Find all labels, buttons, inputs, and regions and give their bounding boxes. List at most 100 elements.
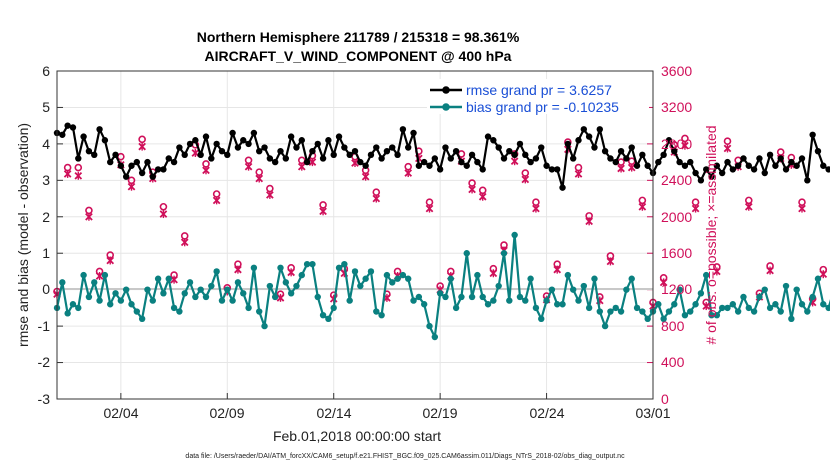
bias-point: [692, 301, 699, 308]
bias-point: [277, 264, 284, 271]
bias-point: [734, 308, 742, 315]
obs-possible-point: [681, 134, 689, 143]
rmse-point: [511, 151, 518, 159]
x-axis-label: Feb.01,2018 00:00:00 start: [273, 428, 441, 444]
bias-point: [218, 297, 226, 304]
rmse-point: [490, 137, 497, 144]
obs-assimilated-point: [276, 293, 285, 302]
bias-point: [766, 304, 774, 312]
rmse-point: [436, 166, 444, 173]
data-file-footer: data file: /Users/raeder/DAI/ATM_forcXX/…: [185, 453, 625, 460]
bias-point: [149, 297, 156, 304]
obs-assimilated-point: [585, 217, 593, 226]
bias-point: [112, 290, 119, 297]
obs-assimilated-point: [159, 210, 168, 219]
obs-assimilated-point: [606, 257, 615, 266]
bias-point: [330, 304, 337, 312]
rmse-point: [500, 155, 508, 162]
bias-point: [309, 260, 316, 268]
rmse-point: [538, 144, 545, 151]
bias-point: [788, 315, 795, 323]
rmse-point: [234, 144, 242, 151]
obs-assimilated-point: [308, 158, 317, 167]
bias-point: [176, 308, 183, 315]
rmse-point: [575, 137, 582, 144]
rmse-point: [431, 155, 439, 162]
rmse-point: [671, 147, 678, 155]
rmse-point: [772, 162, 779, 169]
rmse-point: [91, 151, 98, 159]
rmse-point: [798, 155, 806, 162]
bias-point: [596, 308, 603, 315]
rmse-point: [309, 147, 316, 155]
rmse-point: [245, 140, 252, 148]
rmse-point: [676, 158, 683, 166]
rmse-point: [341, 144, 348, 151]
rmse-point: [591, 144, 598, 151]
bias-point: [170, 304, 178, 312]
obs-assimilated-point: [212, 196, 221, 205]
obs-assimilated-point: [297, 162, 306, 171]
rmse-point: [804, 177, 811, 184]
rmse-point: [825, 166, 830, 173]
obs-assimilated-point: [617, 164, 625, 173]
rmse-point: [756, 155, 763, 162]
ytick-right-label: 3600: [661, 63, 692, 79]
obs-assimilated-point: [521, 175, 530, 184]
bias-point: [208, 282, 215, 290]
bias-point: [383, 271, 391, 279]
rmse-point: [420, 158, 428, 166]
bias-point: [516, 293, 524, 301]
obs-assimilated-point: [532, 204, 540, 213]
rmse-point: [766, 151, 774, 159]
xtick-label: 02/09: [209, 405, 244, 421]
bias-point: [761, 286, 768, 293]
obs-assimilated-point: [287, 268, 295, 277]
plot-area: [57, 71, 653, 399]
bias-line: [55, 233, 830, 339]
rmse-point: [218, 147, 226, 155]
bias-point: [463, 250, 470, 257]
bias-point: [676, 286, 683, 293]
rmse-point: [69, 124, 77, 131]
rmse-point: [793, 162, 800, 169]
rmse-point: [229, 129, 236, 137]
rmse-point: [740, 155, 747, 162]
bias-point: [820, 301, 827, 308]
obs-assimilated-point: [319, 207, 327, 216]
obs-assimilated-point: [468, 185, 476, 194]
xtick-label: 03/01: [635, 405, 670, 421]
rmse-point: [186, 140, 194, 148]
bias-point: [213, 268, 220, 275]
bias-point: [405, 275, 412, 282]
bias-point: [117, 297, 125, 304]
ytick-right-label: 0: [661, 391, 669, 407]
rmse-point: [559, 184, 566, 191]
rmse-point: [788, 158, 795, 166]
bias-point: [772, 301, 779, 308]
bias-point: [107, 301, 114, 308]
ytick-right-label: 400: [661, 354, 685, 370]
chart-title: Northern Hemisphere 211789 / 215318 = 98…: [197, 29, 520, 45]
obs-possible-point: [723, 137, 732, 145]
bias-point: [479, 293, 486, 301]
rmse-point: [628, 144, 635, 151]
rmse-point: [564, 140, 572, 148]
bias-point: [298, 271, 305, 279]
rmse-point: [506, 147, 513, 155]
rmse-point: [271, 158, 279, 166]
rmse-point: [426, 162, 433, 169]
bias-point: [144, 286, 151, 293]
obs-assimilated-point: [255, 174, 264, 183]
bias-point: [495, 282, 502, 290]
rmse-point: [298, 137, 305, 144]
bias-point: [75, 304, 82, 312]
rmse-point: [410, 129, 417, 137]
rmse-point: [729, 166, 737, 173]
rmse-point: [585, 133, 593, 140]
rmse-point: [117, 162, 125, 169]
bias-point: [436, 290, 444, 297]
rmse-point: [197, 151, 204, 159]
rmse-point: [703, 166, 710, 173]
